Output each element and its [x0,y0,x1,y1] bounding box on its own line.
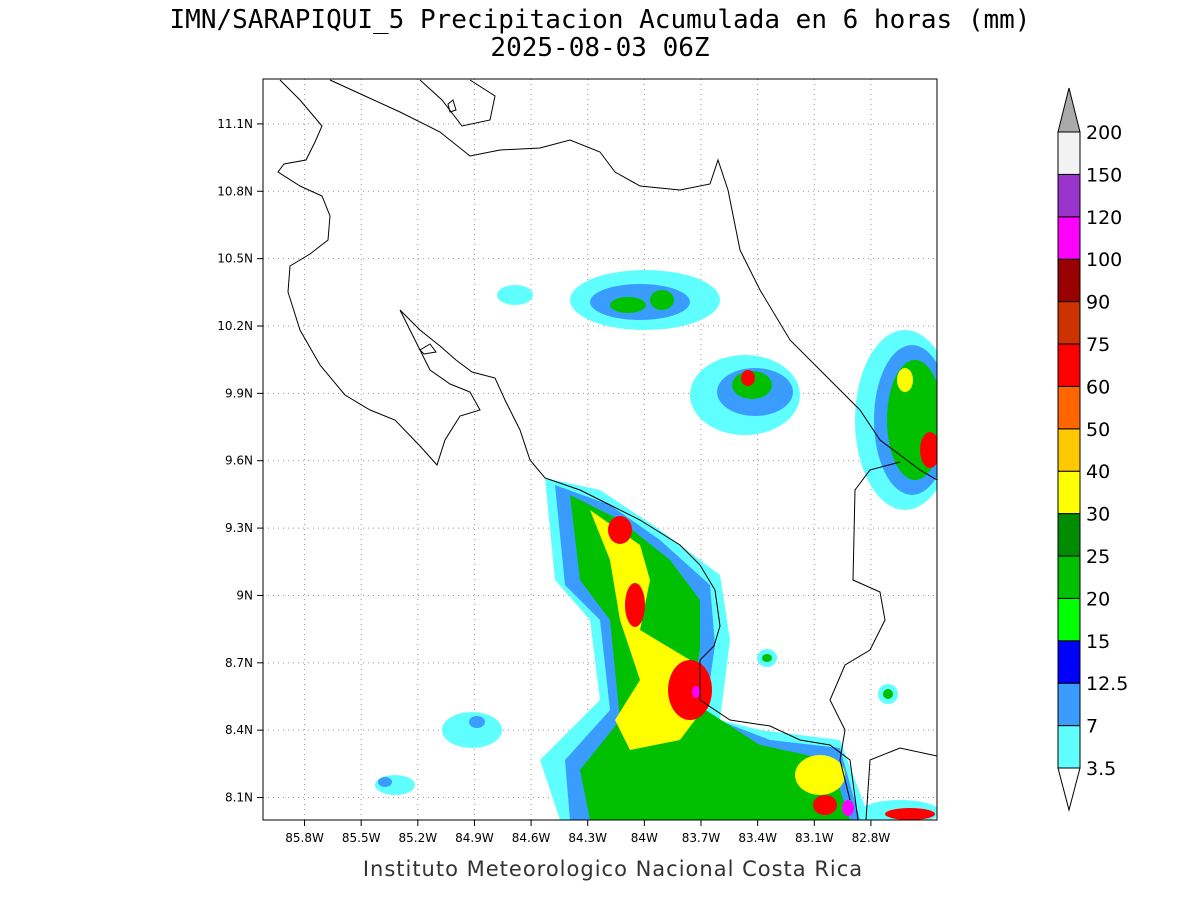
colorbar-box [1057,173,1081,218]
precip-area [497,285,533,305]
y-tick-label: 11.1N [217,117,253,131]
precip-area [610,297,646,313]
x-tick-label: 83.4W [738,831,777,845]
colorbar-box [1057,597,1081,642]
x-tick-label: 85.8W [285,831,324,845]
colorbar-box [1057,131,1081,175]
x-tick-label: 82.8W [852,831,891,845]
colorbar-box [1057,470,1081,515]
colorbar-label: 7 [1086,716,1098,738]
colorbar-label: 25 [1086,546,1110,568]
precip-area [692,686,700,698]
island [419,343,437,355]
x-tick-label: 84.6W [512,831,551,845]
coastline [277,79,937,820]
colorbar-label: 12.5 [1086,673,1128,695]
colorbar-label: 200 [1086,122,1122,144]
colorbar-label: 50 [1086,419,1110,441]
precip-area [920,432,937,468]
x-tick-label: 85.5W [342,831,381,845]
precip-area [813,795,837,815]
precip-area [885,808,935,820]
precip-area [650,290,674,310]
y-tick-label: 8.7N [225,656,253,670]
colorbar: 3.5 7 12.5 15 20 25 30 40 50 60 75 90 100 120 150 200 [1057,87,1128,812]
lake [419,79,496,127]
y-tick-label: 9.3N [225,521,253,535]
colorbar-over [1057,87,1081,133]
x-tick-label: 84.3W [568,831,607,845]
island [447,99,457,113]
coastline [277,79,859,820]
colorbar-box [1057,640,1081,684]
precip-area [795,755,845,795]
map-frame [262,78,938,821]
colorbar-label: 90 [1086,292,1110,314]
precipitation-field [375,270,937,820]
border [329,79,937,481]
subtitle: 2025-08-03 06Z [490,33,709,63]
precip-area [762,654,772,662]
colorbar-box [1057,343,1081,387]
precip-area [883,689,893,699]
colorbar-label: 150 [1086,164,1122,186]
precip-area [668,660,712,720]
precip-area [469,716,485,728]
x-tick-label: 83.1W [795,831,834,845]
title: IMN/SARAPIQUI_5 Precipitacion Acumulada … [170,5,1031,35]
colorbar-label: 30 [1086,504,1110,526]
x-tick-label: 85.2W [399,831,438,845]
colorbar-box [1057,301,1081,345]
colorbar-label: 20 [1086,588,1110,610]
footer: Instituto Meteorologico Nacional Costa R… [363,857,863,881]
colorbar-box [1057,682,1081,727]
colorbar-box [1057,725,1081,769]
colorbar-box [1057,216,1081,260]
y-tick-label: 10.2N [217,319,253,333]
colorbar-under [1057,767,1081,812]
y-tick-label: 10.8N [217,184,253,198]
precip-area [608,516,632,544]
colorbar-box [1057,428,1081,472]
precip-area [378,777,392,787]
border [829,461,901,801]
colorbar-label: 3.5 [1086,758,1116,780]
y-tick-label: 9.6N [225,454,253,468]
x-tick-label: 84.9W [455,831,494,845]
y-tick-label: 10.5N [217,252,253,266]
y-tick-label: 8.1N [225,791,253,805]
colorbar-label: 60 [1086,376,1110,398]
colorbar-box [1057,258,1081,303]
precip-area [741,370,755,386]
colorbar-label: 15 [1086,631,1110,653]
colorbar-label: 120 [1086,207,1122,229]
precip-area [897,368,913,392]
colorbar-box [1057,555,1081,599]
y-tick-label: 8.4N [225,723,253,737]
coastline [865,747,937,820]
colorbar-label: 100 [1086,249,1122,271]
colorbar-box [1057,513,1081,557]
y-tick-label: 9.9N [225,386,253,400]
precip-area [442,712,502,748]
x-tick-label: 83.7W [682,831,721,845]
colorbar-label: 75 [1086,334,1110,356]
x-tick-label: 84W [631,831,658,845]
precip-area [625,583,645,627]
precip-area [842,800,854,816]
colorbar-label: 40 [1086,461,1110,483]
colorbar-box [1057,385,1081,430]
y-tick-label: 9N [236,588,253,602]
